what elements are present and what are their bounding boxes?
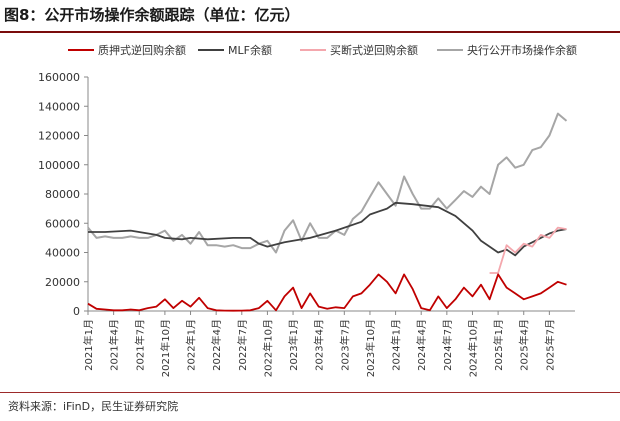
source-note: 资料来源：iFinD，民生证券研究院 [8, 400, 179, 413]
x-tick-label: 2021年7月 [133, 319, 146, 371]
legend-label: 央行公开市场操作余额 [467, 43, 577, 57]
figure-title: 图8：公开市场操作余额跟踪（单位：亿元） [4, 6, 300, 24]
y-tick-label: 40000 [45, 247, 80, 260]
source-divider [0, 392, 620, 393]
series-line [88, 201, 567, 257]
x-tick-label: 2024年10月 [466, 319, 479, 377]
legend-label: 买断式逆回购余额 [330, 43, 418, 57]
y-tick-label: 80000 [45, 188, 80, 201]
x-tick-label: 2025年1月 [492, 319, 505, 371]
x-tick-label: 2023年1月 [287, 319, 300, 371]
y-tick-label: 100000 [38, 159, 80, 172]
y-tick-label: 20000 [45, 276, 80, 289]
series-line [87, 112, 568, 254]
series-line [87, 273, 567, 312]
x-tick-label: 2023年4月 [313, 319, 326, 371]
y-tick-label: 120000 [38, 130, 80, 143]
x-tick-label: 2022年1月 [185, 319, 198, 371]
y-tick-label: 60000 [45, 217, 80, 230]
legend-label: MLF余额 [228, 43, 272, 57]
x-tick-label: 2022年10月 [261, 319, 274, 377]
y-tick-label: 140000 [38, 100, 80, 113]
x-tick-label: 2024年4月 [415, 319, 428, 371]
legend-label: 质押式逆回购余额 [98, 43, 186, 57]
title-divider [0, 31, 620, 33]
x-tick-label: 2021年1月 [82, 319, 95, 371]
x-tick-label: 2022年7月 [236, 319, 249, 371]
x-tick-label: 2021年10月 [159, 319, 172, 377]
y-tick-label: 160000 [38, 71, 80, 84]
x-tick-label: 2023年10月 [364, 319, 377, 377]
x-tick-label: 2024年7月 [441, 319, 454, 371]
x-tick-label: 2024年1月 [390, 319, 403, 371]
chart: 0 20000 40000 60000 80000 100000 120000 140000 1… [38, 43, 577, 377]
x-tick-label: 2022年4月 [210, 319, 223, 371]
series-line [489, 226, 567, 274]
y-tick-label: 0 [73, 305, 80, 318]
x-tick-label: 2025年7月 [543, 319, 556, 371]
x-tick-label: 2023年7月 [338, 319, 351, 371]
x-tick-label: 2025年4月 [518, 319, 531, 371]
x-tick-label: 2021年4月 [108, 319, 121, 371]
